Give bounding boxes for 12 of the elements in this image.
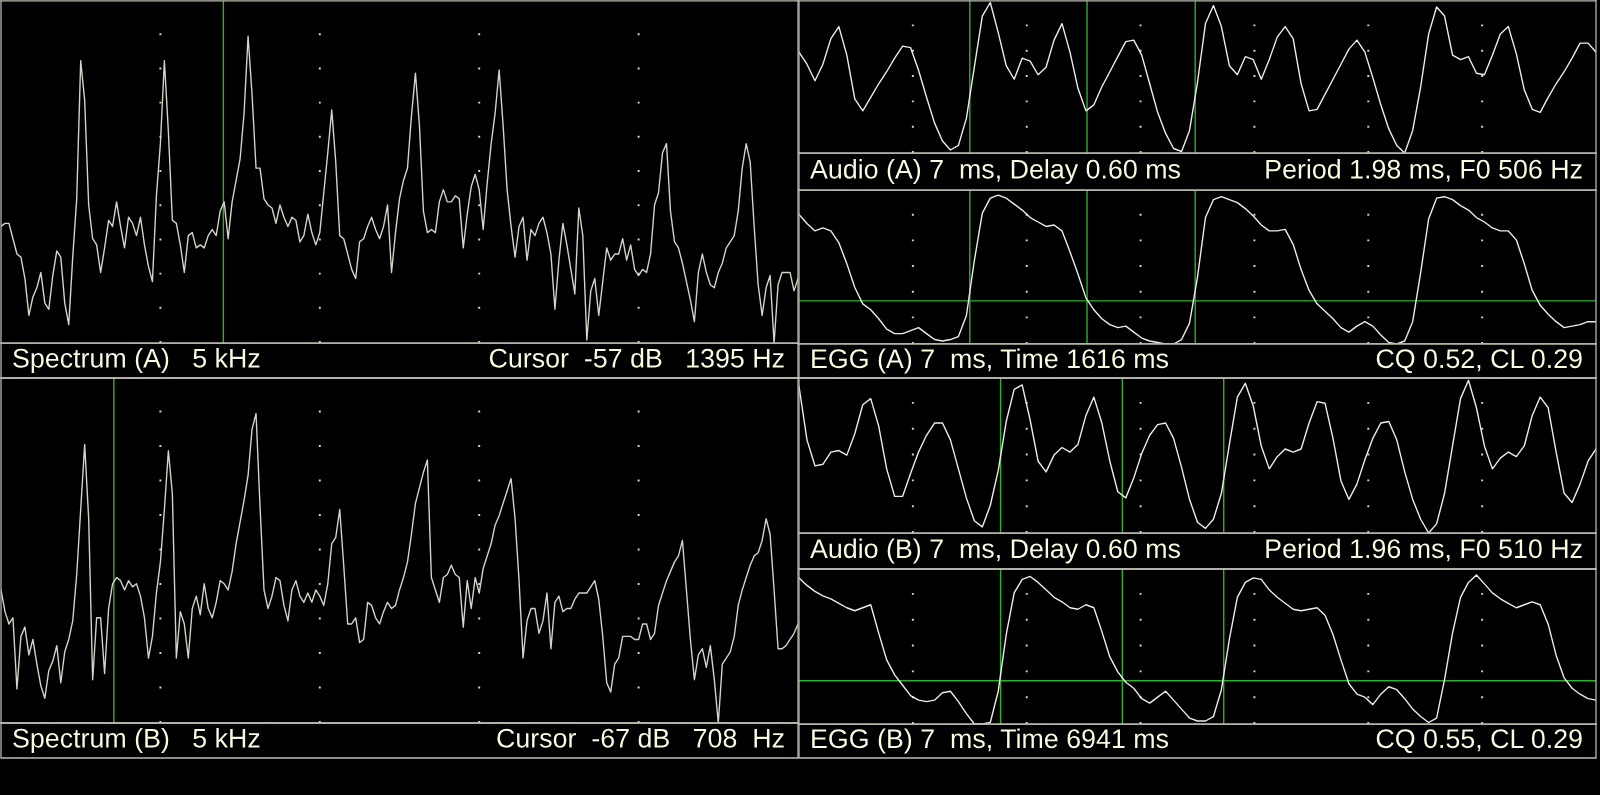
- text: EGG (B) 7 ms, Time 6941 ms: [812, 728, 1169, 754]
- text: Cursor -67 dB 708 Hz: [497, 728, 784, 748]
- text: Period 1.98 ms, F0 506 Hz: [1266, 159, 1582, 182]
- text: Audio (A) 7 ms, Delay 0.60 ms: [810, 159, 1180, 184]
- text: Cursor -57 dB 1395 Hz: [489, 348, 784, 368]
- text: CQ 0.52, CL 0.29: [1376, 349, 1582, 373]
- text: Period 1.96 ms, F0 510 Hz: [1266, 538, 1582, 562]
- text: Spectrum (B) 5 kHz: [13, 728, 260, 753]
- text: Spectrum (A) 5 kHz: [13, 348, 260, 373]
- text: EGG (A) 7 ms, Time 1616 ms: [812, 348, 1169, 374]
- text: Audio (B) 7 ms, Delay 0.60 ms: [810, 538, 1180, 564]
- text: CQ 0.55, CL 0.29: [1376, 729, 1582, 753]
